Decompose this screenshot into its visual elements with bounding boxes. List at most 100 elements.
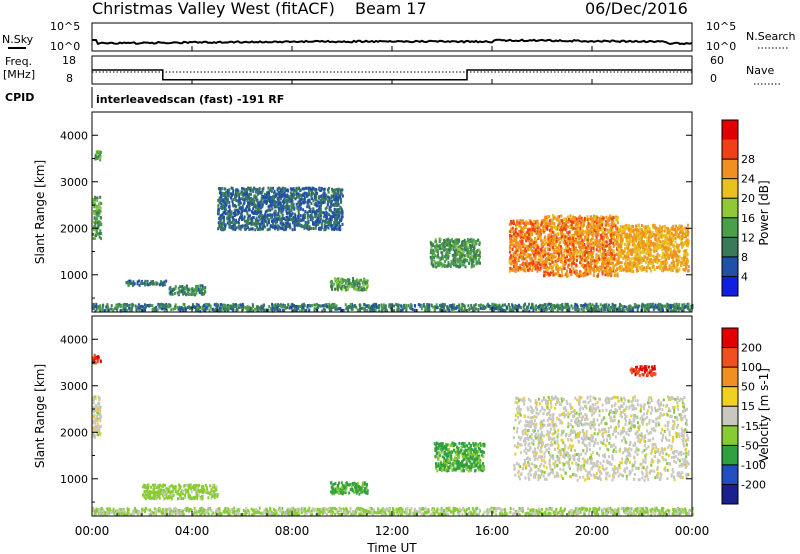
- power-data-cell: [513, 268, 516, 272]
- power-data-cell: [187, 293, 190, 296]
- power-data-cell: [336, 191, 339, 195]
- power-data-cell: [632, 270, 635, 274]
- power-data-cell: [184, 287, 187, 291]
- power-data-cell: [550, 234, 553, 238]
- power-data-cell: [452, 245, 455, 249]
- power-data-cell: [454, 263, 457, 267]
- power-data-cell: [323, 213, 326, 217]
- power-data-cell: [599, 243, 602, 247]
- power-data-cell: [635, 244, 638, 248]
- power-data-cell: [569, 252, 572, 256]
- power-data-cell: [520, 236, 523, 240]
- power-data-cell: [489, 304, 492, 308]
- power-data-cell: [254, 187, 257, 191]
- power-data-cell: [333, 227, 335, 230]
- power-data-cell: [574, 241, 577, 245]
- power-data-cell: [338, 211, 341, 214]
- power-data-cell: [161, 282, 164, 286]
- power-data-cell: [525, 264, 528, 268]
- power-data-cell: [578, 219, 581, 223]
- power-data-cell: [258, 204, 261, 208]
- power-data-cell: [639, 229, 642, 233]
- power-data-cell: [589, 229, 592, 233]
- power-data-cell: [257, 204, 259, 208]
- power-data-cell: [244, 227, 247, 231]
- power-data-cell: [253, 186, 256, 190]
- power-data-cell: [633, 240, 636, 244]
- power-data-cell: [328, 208, 331, 212]
- power-data-cell: [241, 186, 244, 190]
- power-data-cell: [278, 217, 281, 221]
- power-data-cell: [676, 226, 679, 230]
- power-data-cell: [639, 240, 642, 244]
- power-data-cell: [360, 288, 363, 292]
- power-data-cell: [199, 309, 202, 313]
- power-data-cell: [674, 236, 677, 240]
- power-data-cell: [285, 189, 288, 193]
- power-data-cell: [523, 249, 526, 253]
- power-data-cell: [663, 229, 666, 233]
- station-title: Christmas Valley West (fitACF): [92, 0, 335, 18]
- power-data-cell: [341, 284, 344, 288]
- power-data-cell: [560, 231, 563, 234]
- power-data-cell: [227, 210, 230, 214]
- power-data-cell: [636, 244, 639, 248]
- power-data-cell: [620, 252, 623, 256]
- power-data-cell: [285, 195, 288, 199]
- power-data-cell: [515, 226, 518, 230]
- power-data-cell: [540, 220, 543, 224]
- power-data-cell: [648, 250, 651, 253]
- power-data-cell: [279, 226, 282, 230]
- power-data-cell: [519, 230, 522, 234]
- power-data-cell: [632, 229, 635, 233]
- power-data-cell: [627, 255, 630, 259]
- power-data-cell: [323, 187, 326, 191]
- power-data-cell: [553, 263, 556, 267]
- power-data-cell: [339, 197, 342, 201]
- power-data-cell: [616, 230, 619, 234]
- power-data-cell: [574, 231, 576, 234]
- power-data-cell: [243, 226, 246, 230]
- power-data-cell: [546, 222, 549, 226]
- power-data-cell: [599, 238, 601, 242]
- power-data-cell: [181, 285, 184, 289]
- power-data-cell: [463, 254, 466, 258]
- power-data-cell: [598, 245, 601, 249]
- power-data-cell: [515, 244, 518, 248]
- power-data-cell: [261, 220, 264, 224]
- power-data-cell: [336, 221, 339, 225]
- power-data-cell: [612, 251, 615, 255]
- power-data-cell: [443, 248, 446, 252]
- power-data-cell: [132, 280, 135, 284]
- power-data-cell: [579, 252, 582, 256]
- power-data-cell: [231, 215, 234, 219]
- power-data-cell: [240, 210, 243, 214]
- power-data-cell: [235, 191, 238, 195]
- power-data-cell: [339, 224, 342, 228]
- power-data-cell: [318, 195, 321, 199]
- power-data-cell: [307, 189, 310, 193]
- power-data-cell: [604, 252, 607, 256]
- power-data-cell: [596, 258, 599, 262]
- power-data-cell: [640, 231, 643, 235]
- power-data-cell: [571, 227, 574, 231]
- power-data-cell: [513, 222, 515, 226]
- power-data-cell: [430, 248, 432, 252]
- power-data-cell: [557, 238, 560, 242]
- power-data-cell: [583, 218, 586, 222]
- power-data-cell: [234, 195, 236, 199]
- power-data-cell: [581, 219, 583, 223]
- power-data-cell: [193, 293, 196, 297]
- power-data-cell: [252, 207, 255, 211]
- power-data-cell: [594, 225, 597, 229]
- power-data-cell: [456, 238, 459, 242]
- power-data-cell: [478, 242, 481, 246]
- power-data-cell: [323, 225, 326, 229]
- power-data-cell: [560, 233, 563, 237]
- power-data-cell: [98, 201, 101, 205]
- power-data-cell: [682, 229, 684, 233]
- power-data-cell: [94, 155, 97, 159]
- power-data-cell: [261, 215, 264, 219]
- power-data-cell: [669, 248, 672, 252]
- power-data-cell: [594, 265, 597, 268]
